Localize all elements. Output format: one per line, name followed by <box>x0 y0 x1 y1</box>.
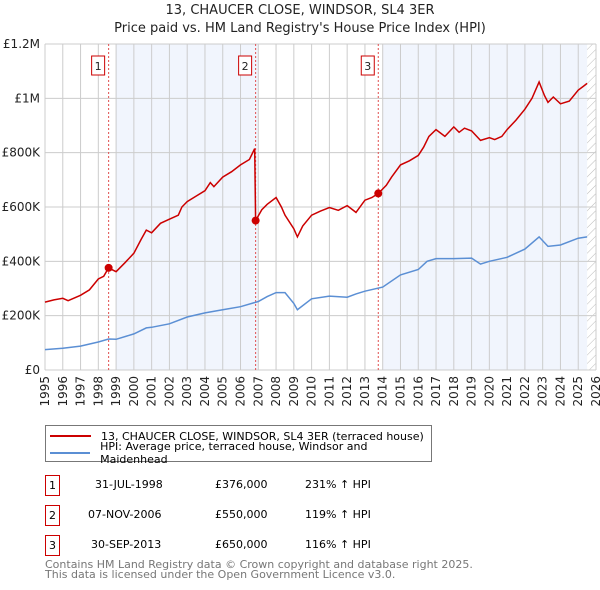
transaction-row: 2 07-NOV-2006 £550,000 119% ↑ HPI <box>45 505 545 526</box>
x-tick-label: 2006 <box>234 376 248 407</box>
x-tick-label: 2020 <box>482 376 496 407</box>
y-tick-label: £200K <box>2 309 42 323</box>
legend-swatch-red <box>50 435 91 437</box>
x-tick-label: 1997 <box>74 376 88 407</box>
sale-label: 2 <box>242 60 249 73</box>
x-tick-label: 2013 <box>358 376 372 407</box>
sale-badge: 3 <box>45 535 60 556</box>
legend-item-property: 13, CHAUCER CLOSE, WINDSOR, SL4 3ER (ter… <box>50 428 424 444</box>
sale-label-box <box>91 55 106 76</box>
x-tick-label: 1996 <box>56 376 70 407</box>
legend-label: 13, CHAUCER CLOSE, WINDSOR, SL4 3ER (ter… <box>101 429 424 443</box>
x-tick-label: 2008 <box>269 376 283 407</box>
sale-hpi: 116% ↑ HPI <box>305 538 371 551</box>
x-tick-label: 2005 <box>216 376 230 407</box>
x-tick-label: 1995 <box>38 376 52 407</box>
x-tick-label: 1999 <box>109 376 123 407</box>
footer: Contains HM Land Registry data © Crown c… <box>45 558 473 581</box>
x-tick-label: 2002 <box>162 376 176 407</box>
chart-subtitle: Price paid vs. HM Land Registry's House … <box>114 21 486 36</box>
x-tick-label: 2024 <box>553 376 567 407</box>
sale-label: 3 <box>364 60 371 73</box>
x-tick-label: 2011 <box>322 376 336 407</box>
x-tick-label: 2025 <box>571 376 585 407</box>
x-tick-label: 2023 <box>536 376 550 407</box>
sale-hpi: 119% ↑ HPI <box>305 508 371 521</box>
x-tick-label: 2003 <box>180 376 194 407</box>
hpi-line <box>44 235 588 351</box>
sale-point <box>251 216 260 225</box>
footer-copyright: Contains HM Land Registry data © Crown c… <box>45 558 473 571</box>
legend-swatch-blue <box>50 452 91 454</box>
x-tick-label: 2007 <box>251 376 265 407</box>
x-tick-label: 2026 <box>589 376 600 407</box>
sale-price: £376,000 <box>215 478 268 491</box>
sale-badge: 2 <box>45 505 60 526</box>
x-tick-label: 2016 <box>411 376 425 407</box>
x-tick-label: 2009 <box>287 376 301 407</box>
chart-title: 13, CHAUCER CLOSE, WINDSOR, SL4 3ER <box>165 3 435 18</box>
sale-label-box <box>360 55 375 76</box>
sale-label: 1 <box>95 60 102 73</box>
x-tick-label: 2022 <box>518 376 532 407</box>
y-tick-label: £1.2M <box>3 37 40 51</box>
y-tick-label: £0 <box>25 363 40 377</box>
x-tick-label: 2021 <box>500 376 514 407</box>
sale-date: 31-JUL-1998 <box>95 478 163 491</box>
legend-item-hpi: HPI: Average price, terraced house, Wind… <box>50 440 431 466</box>
legend-label: HPI: Average price, terraced house, Wind… <box>100 440 368 466</box>
sale-price: £550,000 <box>215 508 268 521</box>
transaction-row: 1 31-JUL-1998 £376,000 231% ↑ HPI <box>45 475 545 496</box>
x-tick-label: 2019 <box>465 376 479 407</box>
transaction-row: 3 30-SEP-2013 £650,000 116% ↑ HPI <box>45 535 545 556</box>
sale-price: £650,000 <box>215 538 268 551</box>
x-tick-label: 2017 <box>429 376 443 407</box>
y-tick-label: £600K <box>2 200 42 214</box>
sale-point <box>104 263 113 272</box>
x-tick-label: 2000 <box>127 376 141 407</box>
y-tick-label: £1M <box>14 91 40 105</box>
sale-label-box <box>238 55 253 76</box>
sale-hpi: 231% ↑ HPI <box>305 478 371 491</box>
y-tick-label: £800K <box>2 146 42 160</box>
sale-point <box>374 189 383 198</box>
x-tick-label: 2010 <box>305 376 319 407</box>
sale-date: 30-SEP-2013 <box>91 538 162 551</box>
footer-licence: This data is licensed under the Open Gov… <box>45 568 396 581</box>
sale-badge: 1 <box>45 475 60 496</box>
x-tick-label: 2004 <box>198 376 212 407</box>
sale-date: 07-NOV-2006 <box>88 508 162 521</box>
x-tick-label: 1998 <box>91 376 105 407</box>
x-tick-label: 2015 <box>393 376 407 407</box>
y-tick-label: £400K <box>2 254 42 268</box>
legend: 13, CHAUCER CLOSE, WINDSOR, SL4 3ER (ter… <box>45 425 432 466</box>
price-chart: 1995 1996 1997 1998 1999 2000 2001 2002 2003 2004… <box>2 37 600 407</box>
x-tick-label: 2018 <box>447 376 461 407</box>
x-tick-label: 2001 <box>145 376 159 407</box>
x-tick-label: 2012 <box>340 376 354 407</box>
x-tick-label: 2014 <box>376 376 390 407</box>
property-price-line <box>44 80 588 303</box>
